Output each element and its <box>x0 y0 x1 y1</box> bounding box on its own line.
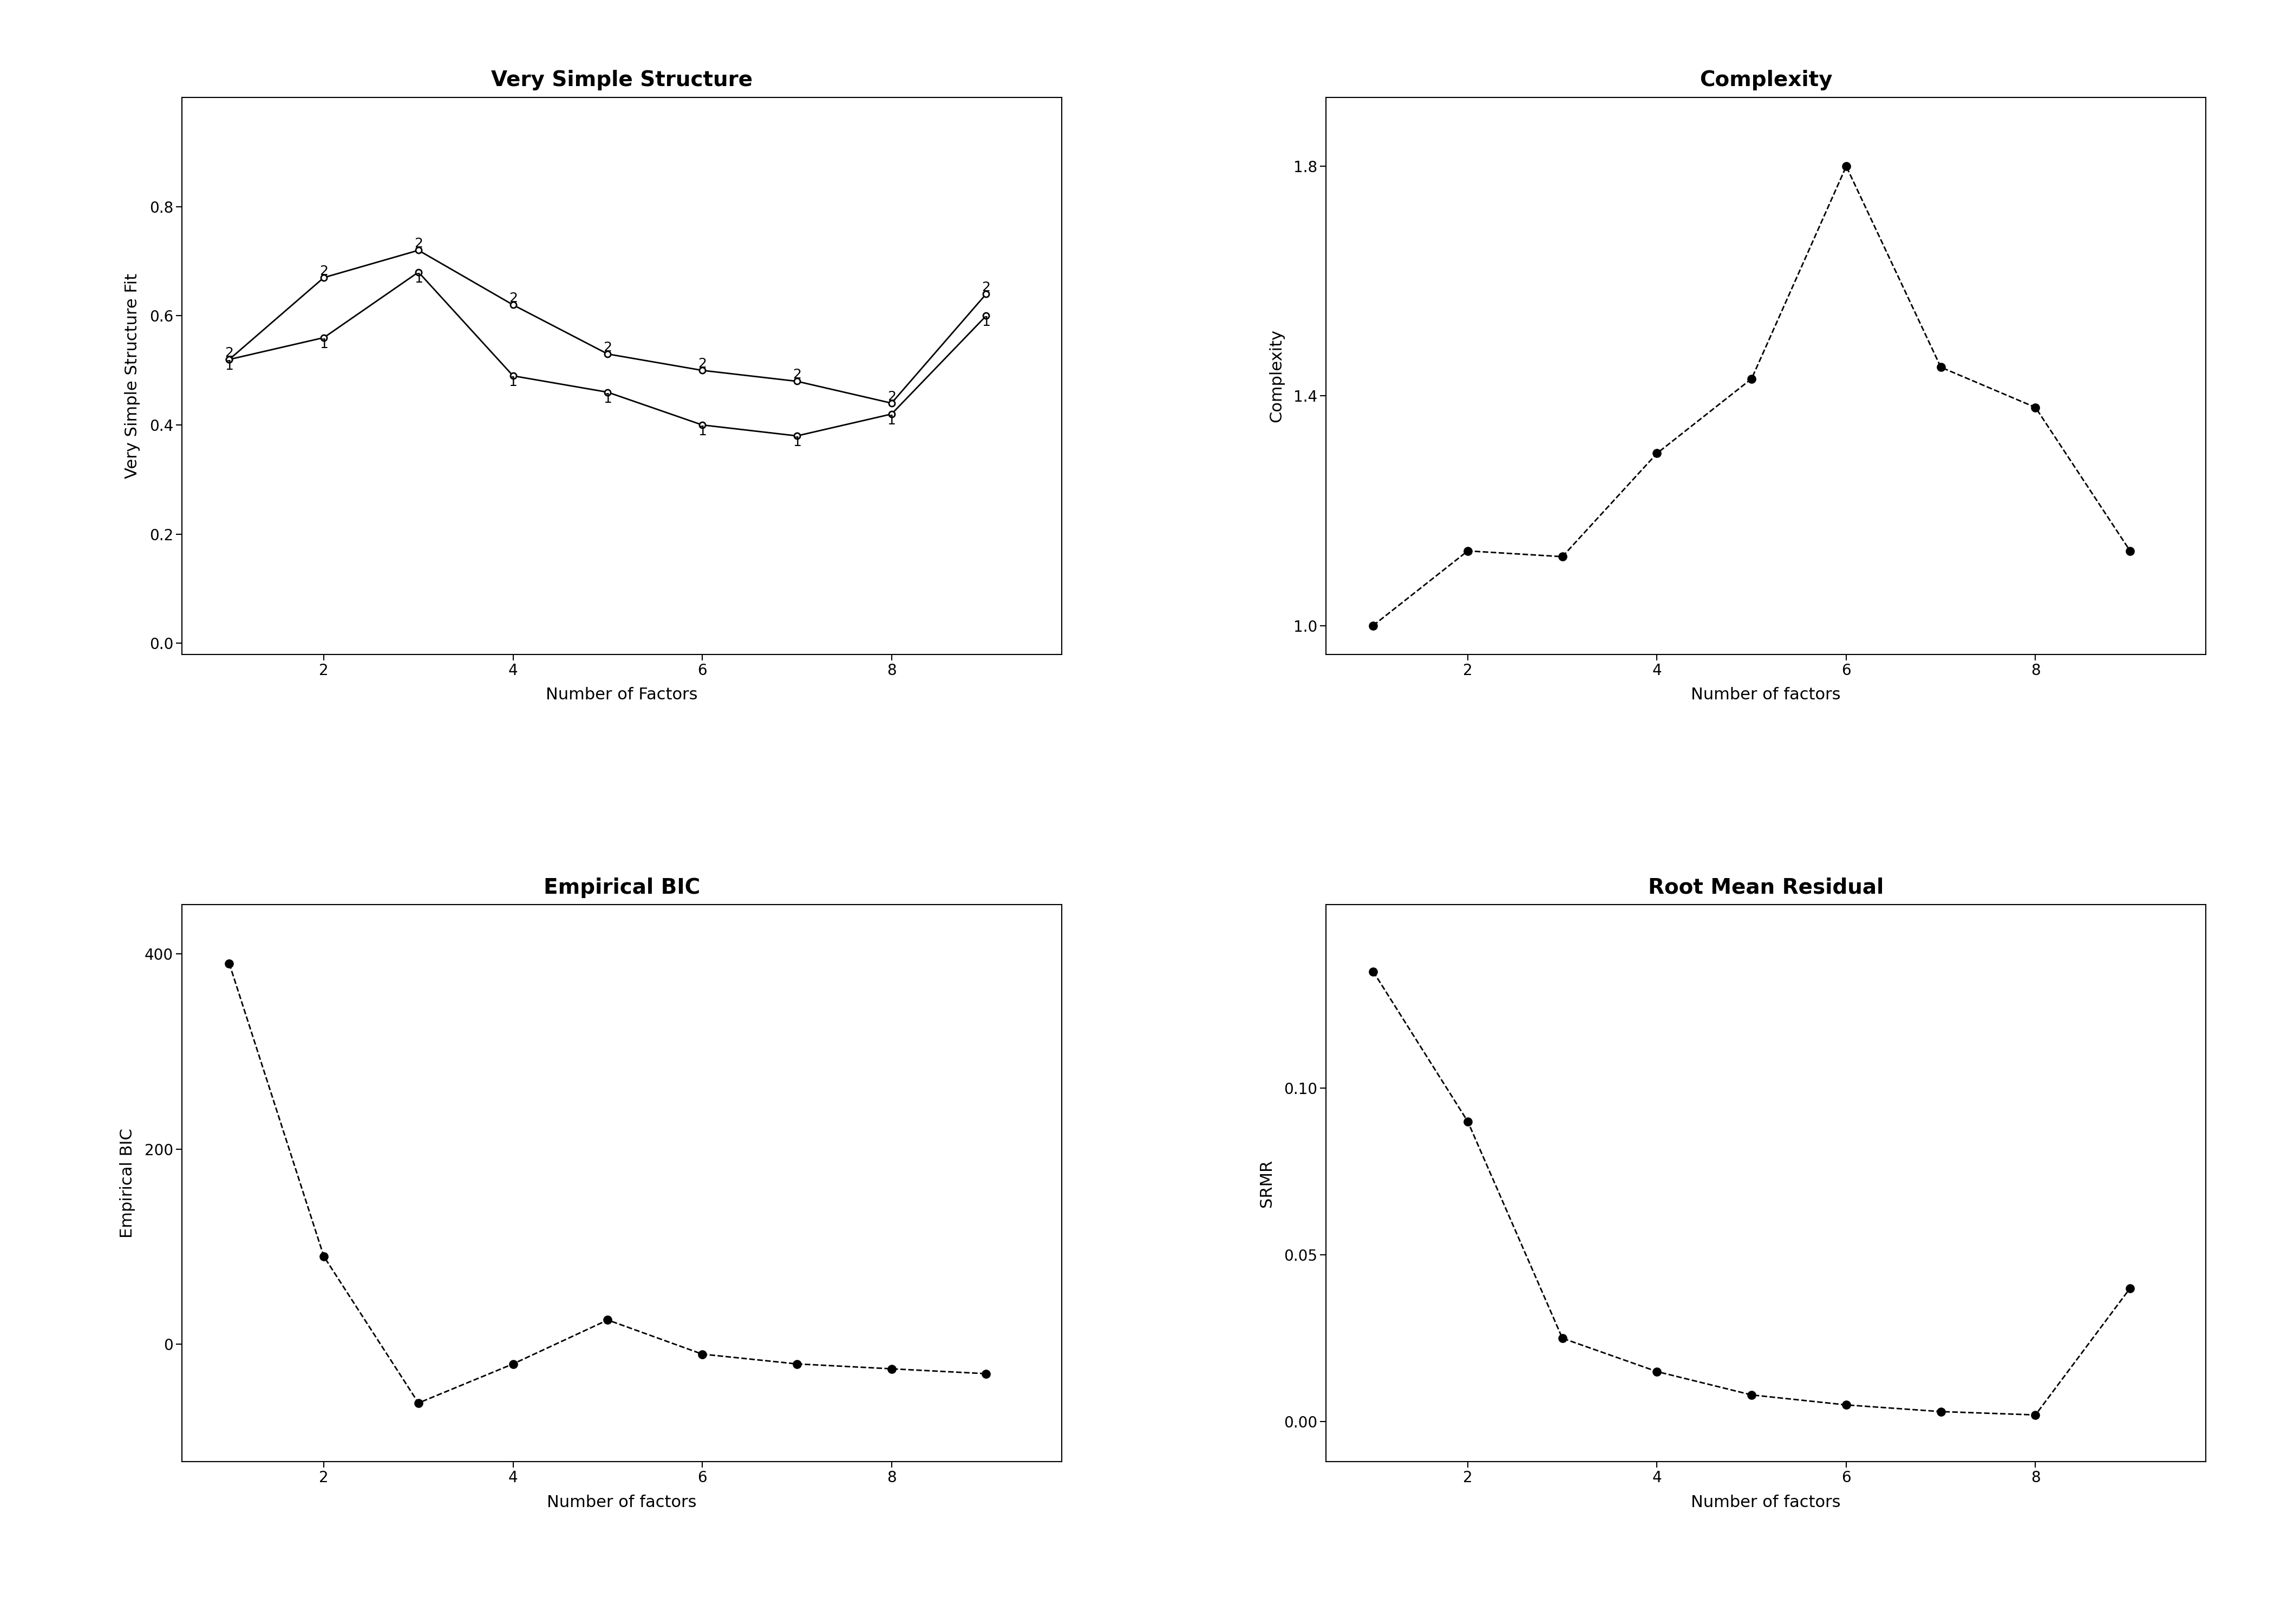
Y-axis label: Very Simple Structure Fit: Very Simple Structure Fit <box>125 273 141 479</box>
Text: 1: 1 <box>321 338 327 351</box>
X-axis label: Number of factors: Number of factors <box>548 1494 696 1510</box>
Text: 2: 2 <box>887 390 896 403</box>
Title: Very Simple Structure: Very Simple Structure <box>491 70 753 91</box>
Text: 2: 2 <box>509 292 518 305</box>
X-axis label: Number of factors: Number of factors <box>1692 687 1840 703</box>
Y-axis label: Empirical BIC: Empirical BIC <box>121 1129 136 1237</box>
Text: 1: 1 <box>225 359 234 372</box>
Text: 1: 1 <box>982 315 991 328</box>
Text: 2: 2 <box>414 237 423 250</box>
Text: 1: 1 <box>603 393 612 406</box>
Title: Complexity: Complexity <box>1699 70 1833 91</box>
Text: 2: 2 <box>603 341 612 354</box>
Text: 1: 1 <box>887 414 896 427</box>
Y-axis label: Complexity: Complexity <box>1269 330 1285 422</box>
Text: 1: 1 <box>414 273 423 286</box>
Text: 2: 2 <box>225 346 234 359</box>
X-axis label: Number of Factors: Number of Factors <box>546 687 698 703</box>
Text: 1: 1 <box>794 435 800 448</box>
Text: 2: 2 <box>794 369 800 382</box>
X-axis label: Number of factors: Number of factors <box>1692 1494 1840 1510</box>
Text: 2: 2 <box>698 357 707 370</box>
Y-axis label: SRMR: SRMR <box>1260 1160 1273 1207</box>
Text: 1: 1 <box>509 375 518 388</box>
Text: 2: 2 <box>321 265 327 278</box>
Title: Empirical BIC: Empirical BIC <box>543 877 700 898</box>
Text: 2: 2 <box>982 281 991 294</box>
Title: Root Mean Residual: Root Mean Residual <box>1649 877 1883 898</box>
Text: 1: 1 <box>698 425 707 438</box>
